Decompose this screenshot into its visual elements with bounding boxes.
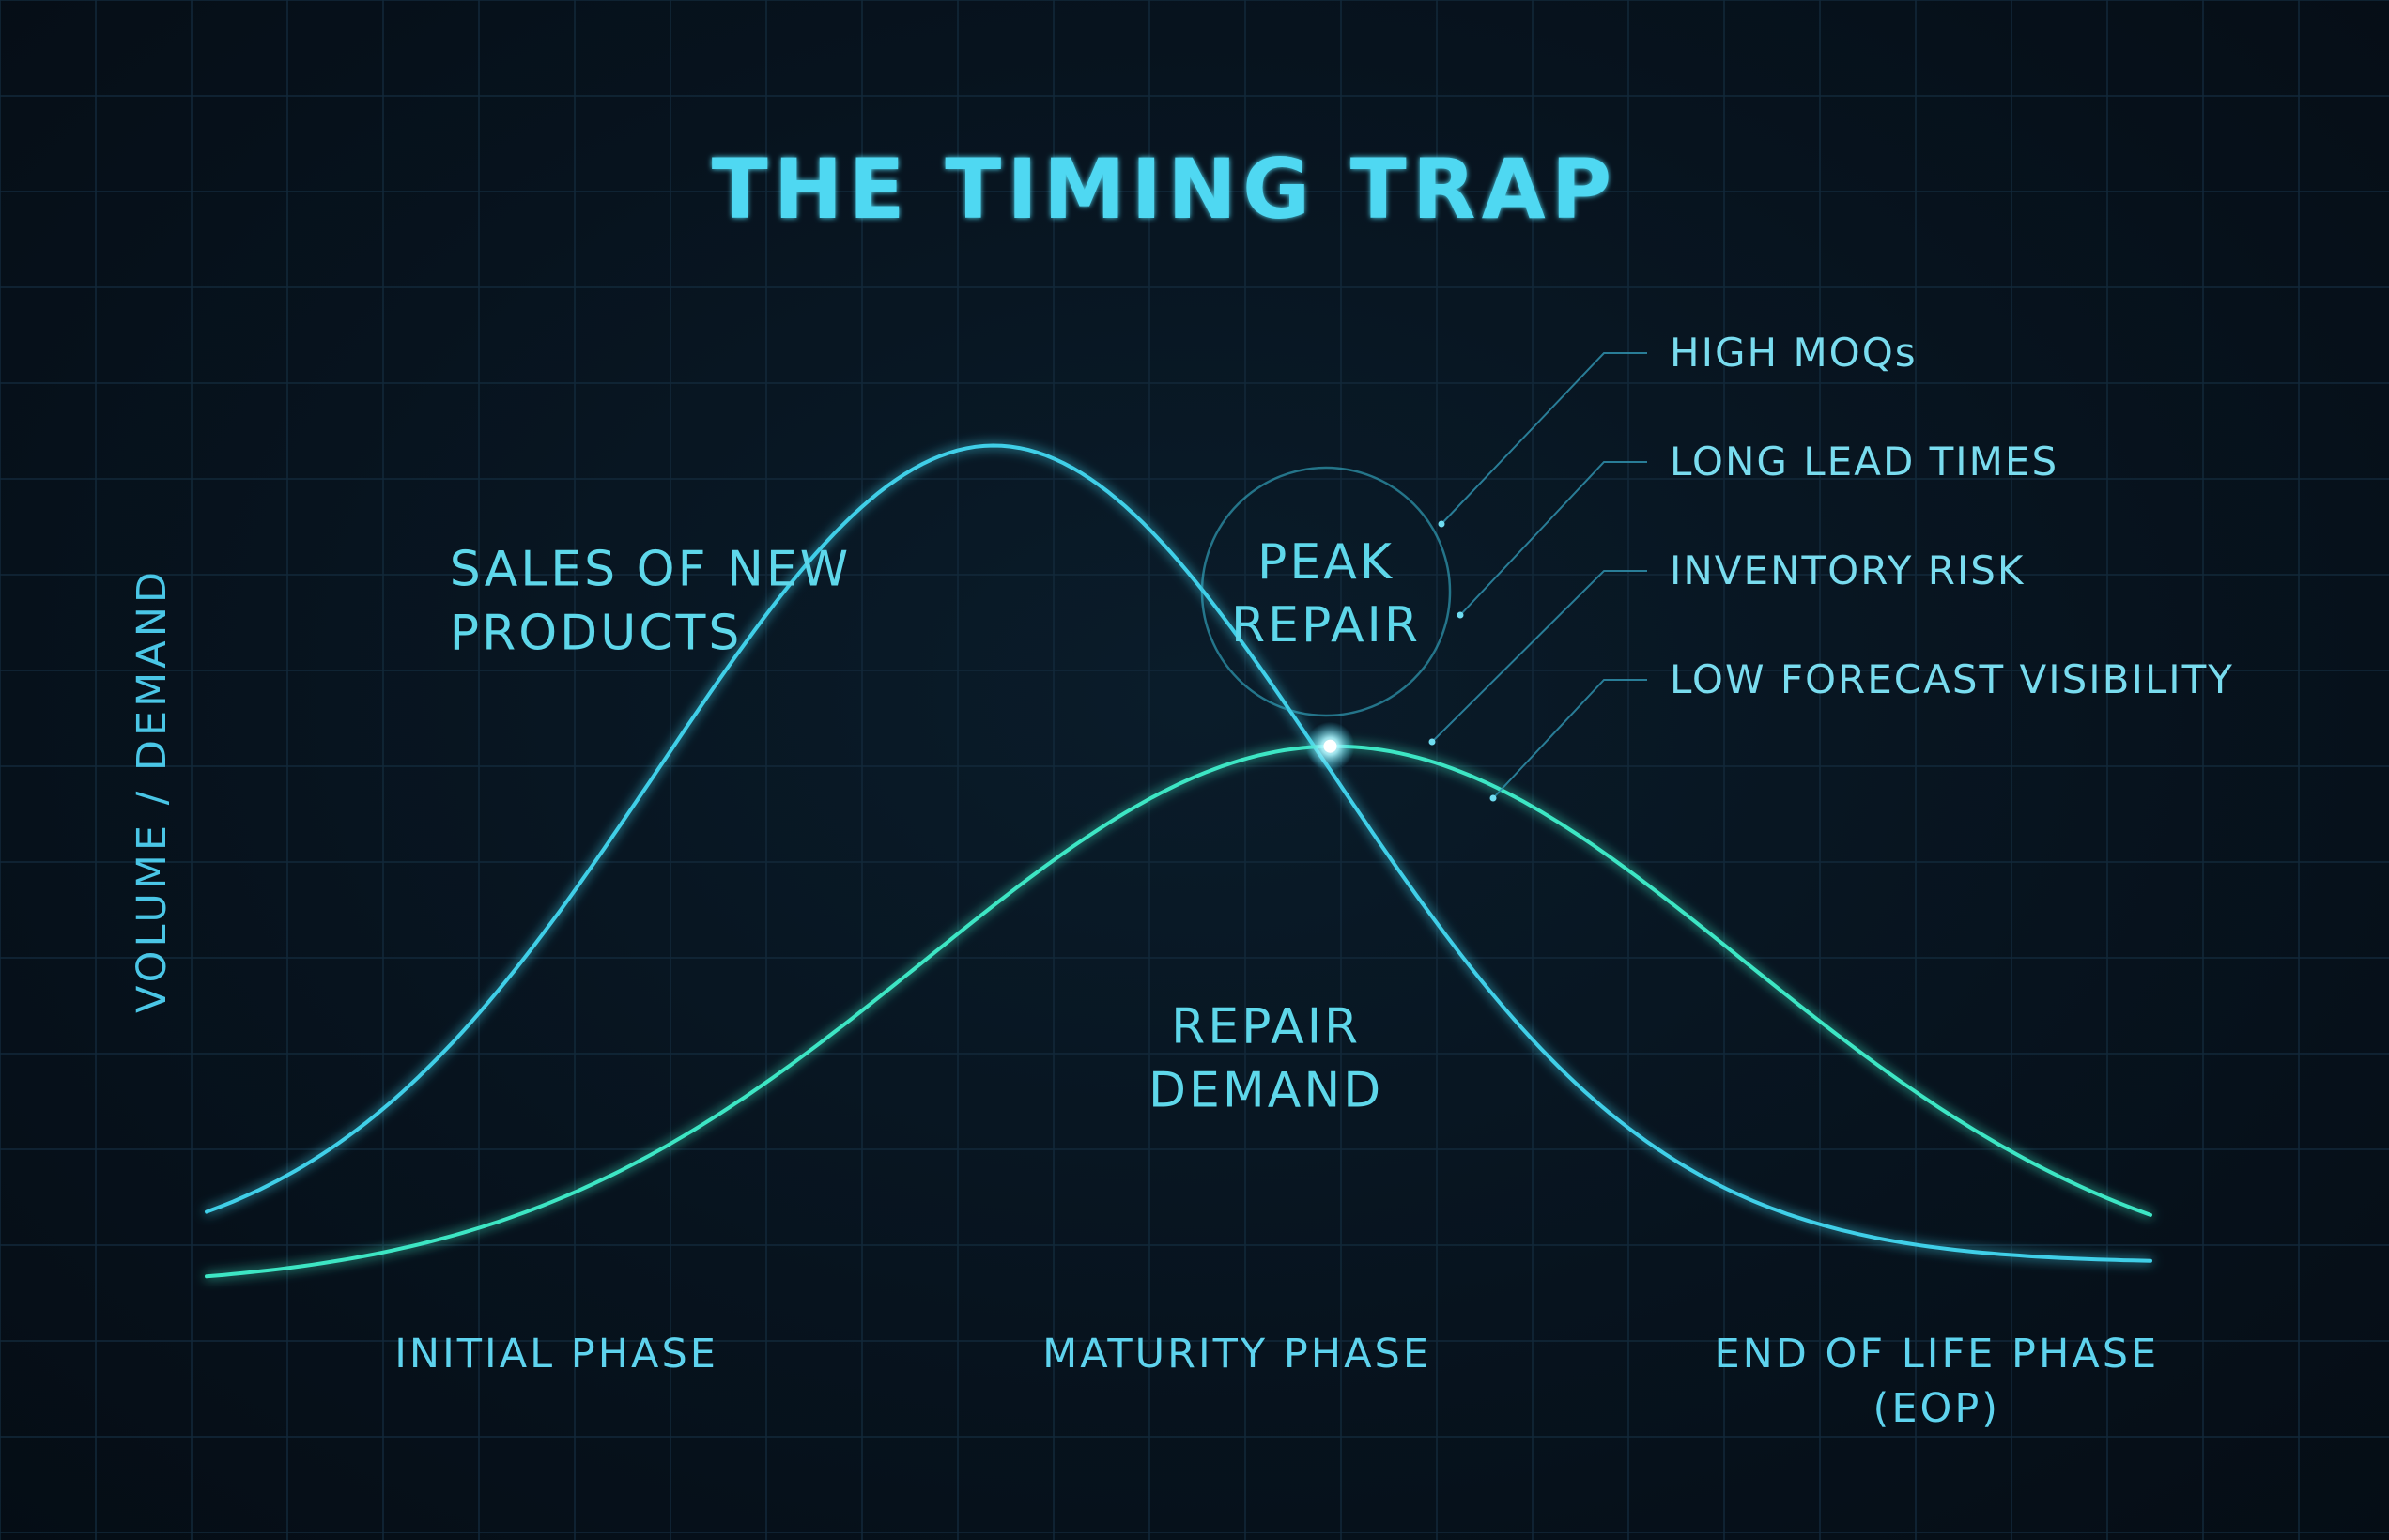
series-label-2-line-1: REPAIR: [1171, 998, 1361, 1055]
series-line-2: [205, 744, 2152, 1279]
series-label-2-line-2: DEMAND: [1148, 1062, 1383, 1118]
x-tick-label-3-line-1: END OF LIFE PHASE: [1714, 1331, 2159, 1378]
series-label-1-line-1: SALES OF NEW: [450, 541, 851, 597]
peak-point-layer: [1305, 721, 1355, 771]
callout-item-2: LONG LEAD TIMES: [1670, 439, 2058, 485]
series-label-1-line-2: PRODUCTS: [450, 605, 743, 661]
x-tick-label-1-line-1: INITIAL PHASE: [394, 1331, 718, 1378]
callout-leader-line: [1492, 679, 1647, 799]
callout-leader-line: [1431, 570, 1647, 743]
peak-repair-circle: [1200, 466, 1452, 717]
x-axis-ticks: INITIAL PHASE MATURITY PHASE END OF LIFE P…: [394, 1331, 2159, 1432]
callout-anchor-dot: [1428, 738, 1436, 746]
x-tick-label-2-line-1: MATURITY PHASE: [1042, 1331, 1431, 1378]
series-layer: SALES OF NEW PRODUCTS REPAIR DEMAND: [205, 443, 2152, 1279]
chart-title: THE TIMING TRAP: [712, 141, 1617, 238]
callout-list: HIGH MOQs LONG LEAD TIMES INVENTORY RISK LO…: [1428, 330, 2234, 802]
callout-item-4: LOW FORECAST VISIBILITY: [1670, 656, 2234, 702]
peak-label-line-1: PEAK: [1257, 534, 1395, 591]
callout-anchor-dot: [1438, 520, 1445, 528]
callout-anchor-dot: [1489, 794, 1497, 802]
callout-leader-line: [1441, 352, 1647, 525]
callout-item-3: INVENTORY RISK: [1670, 547, 2025, 593]
x-tick-label-3-line-2: (EOP): [1873, 1385, 2001, 1432]
callout-leader-line: [1459, 461, 1647, 616]
peak-label-line-2: REPAIR: [1231, 597, 1421, 654]
peak-repair-annotation: PEAK REPAIR: [1200, 466, 1452, 717]
peak-point: [1323, 739, 1337, 753]
callout-anchor-dot: [1457, 611, 1464, 619]
callout-item-1: HIGH MOQs: [1670, 330, 1918, 376]
y-axis-label: VOLUME / DEMAND: [129, 568, 176, 1013]
series-line-1: [205, 443, 2152, 1263]
